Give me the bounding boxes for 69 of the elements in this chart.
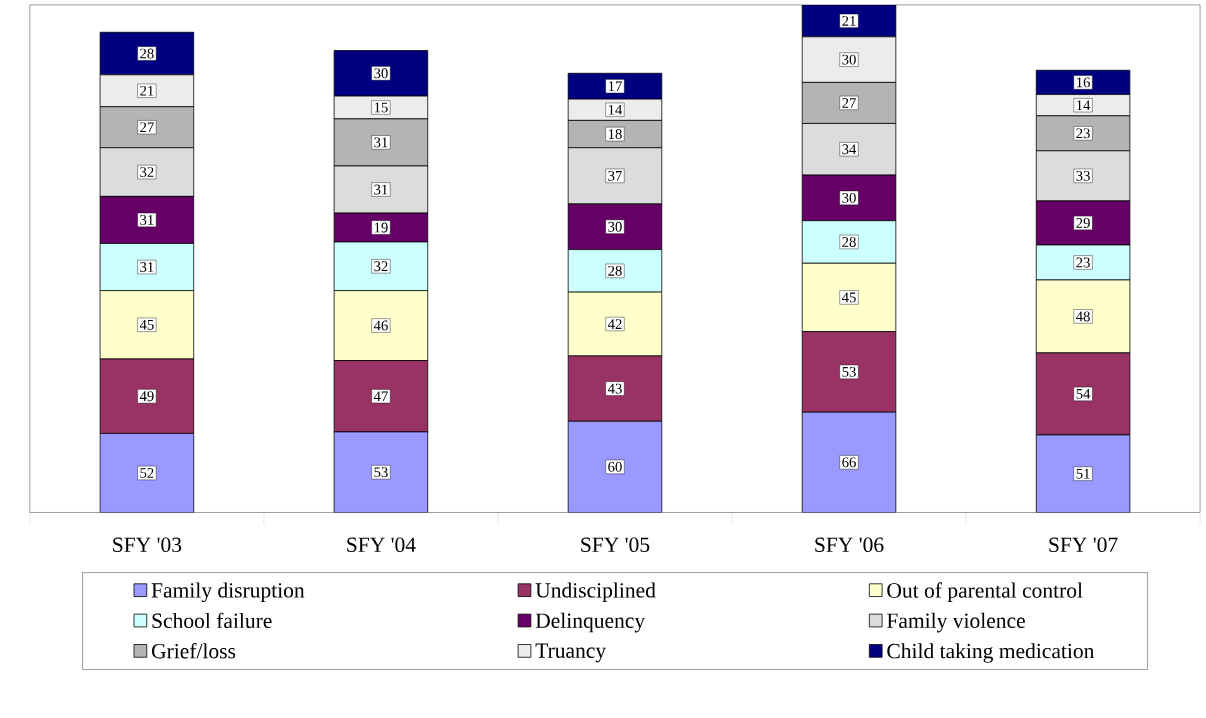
- data-label: 45: [139, 320, 154, 330]
- x-tick-label: SFY '05: [581, 537, 650, 553]
- data-label: 17: [608, 81, 622, 92]
- data-label: 32: [374, 261, 388, 272]
- bar: [1035, 70, 1131, 96]
- data-label: 31: [374, 137, 388, 148]
- data-label: 43: [607, 383, 622, 394]
- bar: [99, 433, 195, 513]
- x-tick-label: SFY '04: [347, 537, 416, 553]
- data-label: 47: [373, 391, 388, 402]
- data-label: 45: [841, 292, 856, 303]
- data-label: 53: [842, 367, 856, 377]
- data-label: 14: [608, 105, 623, 115]
- bar: [333, 431, 429, 513]
- data-label: 23: [1076, 128, 1090, 139]
- legend-label: Truancy: [535, 643, 607, 663]
- bar: [333, 50, 429, 97]
- bar: [1035, 434, 1131, 513]
- data-label: 42: [607, 319, 622, 330]
- bar: [567, 73, 663, 100]
- legend-label: Family violence: [887, 613, 1025, 633]
- data-label: 18: [608, 129, 622, 140]
- data-label: 21: [842, 16, 856, 26]
- legend-label: Grief/loss: [151, 643, 236, 659]
- data-label: 21: [140, 86, 154, 96]
- data-label: 27: [140, 122, 154, 133]
- data-label: 28: [842, 237, 856, 248]
- x-tick-label: SFY '07: [1049, 537, 1118, 553]
- data-label: 30: [608, 221, 622, 232]
- legend-label: Undisciplined: [535, 582, 656, 603]
- legend-label: Delinquency: [535, 613, 646, 633]
- data-label: 30: [374, 68, 388, 79]
- data-label: 49: [139, 391, 154, 402]
- data-label: 30: [842, 54, 856, 65]
- data-label: 32: [140, 167, 154, 178]
- data-label: 54: [1076, 389, 1091, 399]
- legend-label: Family disruption: [151, 582, 305, 603]
- data-label: 51: [1076, 468, 1090, 479]
- data-label: 27: [842, 98, 856, 108]
- x-tick-label: SFY '03: [113, 537, 182, 553]
- data-label: 31: [140, 215, 154, 226]
- data-label: 53: [374, 467, 388, 478]
- data-label: 19: [374, 222, 388, 233]
- data-label: 16: [1077, 77, 1090, 88]
- data-label: 34: [842, 144, 857, 155]
- data-label: 28: [608, 266, 622, 276]
- data-label: 33: [1076, 171, 1090, 181]
- data-label: 31: [374, 184, 388, 195]
- legend-label: School failure: [152, 612, 272, 629]
- data-label: 28: [140, 48, 154, 59]
- data-label: 23: [1076, 257, 1090, 268]
- data-label: 14: [1077, 100, 1091, 111]
- bar: [801, 411, 897, 513]
- x-tick-label: SFY '06: [815, 537, 884, 553]
- data-label: 15: [374, 102, 388, 113]
- data-label: 46: [373, 320, 388, 331]
- data-label: 30: [842, 193, 856, 204]
- data-label: 60: [608, 462, 622, 472]
- data-label: 52: [140, 468, 154, 479]
- data-label: 66: [842, 457, 856, 468]
- data-label: 31: [140, 262, 154, 273]
- bar: [99, 32, 195, 76]
- legend-label: Out of parental control: [887, 582, 1083, 603]
- legend-label: Child taking medication: [887, 643, 1095, 663]
- data-label: 37: [608, 171, 622, 181]
- bar: [567, 421, 663, 513]
- data-label: 48: [1076, 311, 1090, 322]
- data-label: 29: [1076, 218, 1090, 229]
- bar: [801, 5, 897, 38]
